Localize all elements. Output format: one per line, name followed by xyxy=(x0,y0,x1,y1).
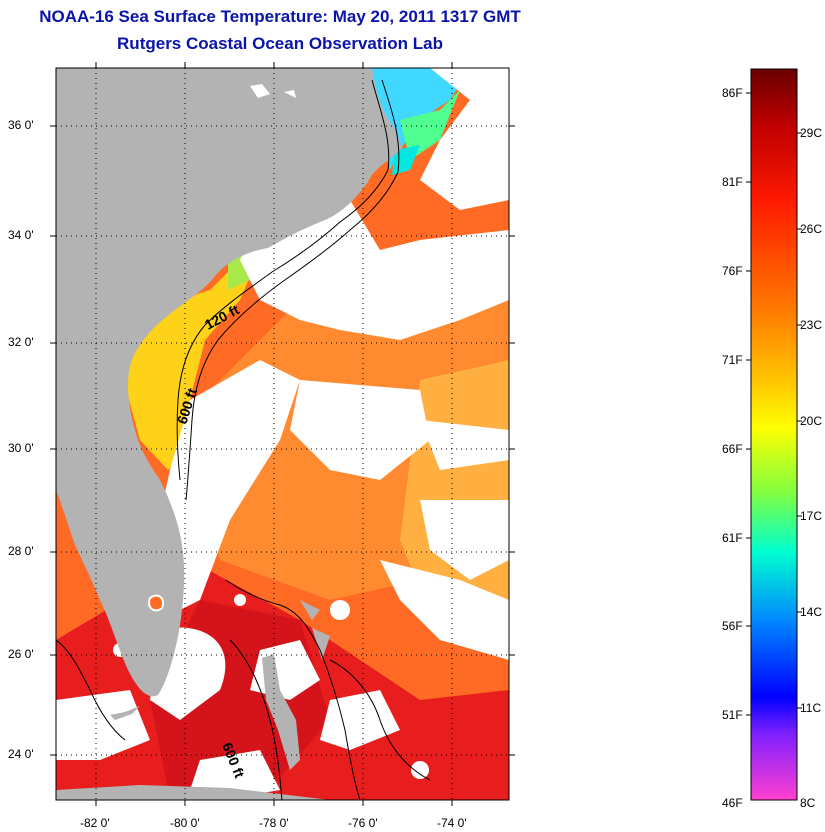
map-grid xyxy=(56,68,509,800)
colorbar-c-label: 17C xyxy=(800,509,823,523)
land-abaco xyxy=(312,628,330,660)
colorbar-c-label: 23C xyxy=(800,318,823,332)
colorbar-f-label: 56F xyxy=(722,619,743,633)
map-title: NOAA-16 Sea Surface Temperature: May 20,… xyxy=(39,7,521,26)
lat-label: 36 0' xyxy=(8,118,34,132)
lat-label: 30 0' xyxy=(8,441,34,455)
colorbar-c-label: 11C xyxy=(800,701,822,715)
colorbar-c-label: 20C xyxy=(800,414,823,428)
land-water-body xyxy=(284,90,296,98)
land-us-coast xyxy=(56,68,402,697)
colorbar-f-label: 81F xyxy=(722,175,743,189)
colorbar-f-label: 51F xyxy=(722,708,743,722)
sst-cool-green xyxy=(400,90,460,160)
colorbar-f-label: 61F xyxy=(722,531,743,545)
map-subtitle: Rutgers Coastal Ocean Observation Lab xyxy=(117,34,443,53)
colorbar-f-label: 71F xyxy=(722,353,743,367)
lon-label: -82 0' xyxy=(80,816,110,830)
land-andros xyxy=(262,654,300,770)
lat-label: 28 0' xyxy=(8,544,34,558)
lon-label: -76 0' xyxy=(348,816,378,830)
colorbar-f-label: 46F xyxy=(722,796,743,810)
lon-label: -80 0' xyxy=(170,816,200,830)
lake-okeechobee xyxy=(148,594,164,612)
colorbar-ticks xyxy=(746,92,802,716)
colorbar-c-label: 26C xyxy=(800,222,823,236)
map-frame xyxy=(55,67,510,801)
colorbar-c-label: 29C xyxy=(800,126,823,140)
colorbar-c-label: 14C xyxy=(800,605,823,619)
colorbar xyxy=(750,68,798,801)
sst-shelf-yellow xyxy=(118,248,262,470)
colorbar-f-label: 86F xyxy=(722,86,743,100)
land-water-body xyxy=(250,84,270,98)
lon-label: -78 0' xyxy=(259,816,289,830)
map-area xyxy=(56,68,509,800)
land-grand-bahama xyxy=(300,600,320,620)
map-ticks xyxy=(50,62,515,806)
lat-label: 32 0' xyxy=(8,335,34,349)
land-cuba xyxy=(56,785,330,800)
colorbar-f-label: 66F xyxy=(722,442,743,456)
colorbar-f-label: 76F xyxy=(722,264,743,278)
isobath-contours xyxy=(56,79,431,800)
lon-label: -74 0' xyxy=(437,816,467,830)
land-florida-keys xyxy=(110,706,140,720)
lat-label: 34 0' xyxy=(8,228,34,242)
lat-label: 24 0' xyxy=(8,747,34,761)
colorbar-c-label: 8C xyxy=(800,796,816,810)
lat-label: 26 0' xyxy=(8,647,34,661)
